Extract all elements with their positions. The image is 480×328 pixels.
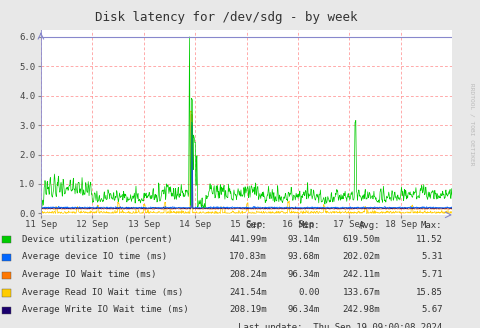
Text: Device utilization (percent): Device utilization (percent) — [22, 235, 172, 244]
Text: 96.34m: 96.34m — [287, 305, 319, 315]
Text: 133.67m: 133.67m — [342, 288, 379, 297]
Text: Average device IO time (ms): Average device IO time (ms) — [22, 252, 167, 261]
Text: 441.99m: 441.99m — [229, 235, 266, 244]
Text: Avg:: Avg: — [358, 221, 379, 230]
Text: 93.14m: 93.14m — [287, 235, 319, 244]
Text: 96.34m: 96.34m — [287, 270, 319, 279]
Text: 15.85: 15.85 — [415, 288, 442, 297]
Text: 93.68m: 93.68m — [287, 252, 319, 261]
Text: Average IO Wait time (ms): Average IO Wait time (ms) — [22, 270, 156, 279]
Text: Average Write IO Wait time (ms): Average Write IO Wait time (ms) — [22, 305, 188, 315]
Text: 5.67: 5.67 — [420, 305, 442, 315]
Text: 0.00: 0.00 — [298, 288, 319, 297]
Text: 202.02m: 202.02m — [342, 252, 379, 261]
Text: 208.19m: 208.19m — [229, 305, 266, 315]
Text: 208.24m: 208.24m — [229, 270, 266, 279]
Text: 5.71: 5.71 — [420, 270, 442, 279]
Text: Disk latency for /dev/sdg - by week: Disk latency for /dev/sdg - by week — [95, 11, 357, 25]
Text: 5.31: 5.31 — [420, 252, 442, 261]
Text: 11.52: 11.52 — [415, 235, 442, 244]
Text: Cur:: Cur: — [245, 221, 266, 230]
Text: Average Read IO Wait time (ms): Average Read IO Wait time (ms) — [22, 288, 182, 297]
Text: 241.54m: 241.54m — [229, 288, 266, 297]
Text: 242.11m: 242.11m — [342, 270, 379, 279]
Text: 242.98m: 242.98m — [342, 305, 379, 315]
Text: Last update:  Thu Sep 19 09:00:08 2024: Last update: Thu Sep 19 09:00:08 2024 — [238, 323, 442, 328]
Text: 170.83m: 170.83m — [229, 252, 266, 261]
Text: Max:: Max: — [420, 221, 442, 230]
Text: 619.50m: 619.50m — [342, 235, 379, 244]
Text: RRDTOOL / TOBI OETIKER: RRDTOOL / TOBI OETIKER — [469, 83, 474, 166]
Text: Min:: Min: — [298, 221, 319, 230]
